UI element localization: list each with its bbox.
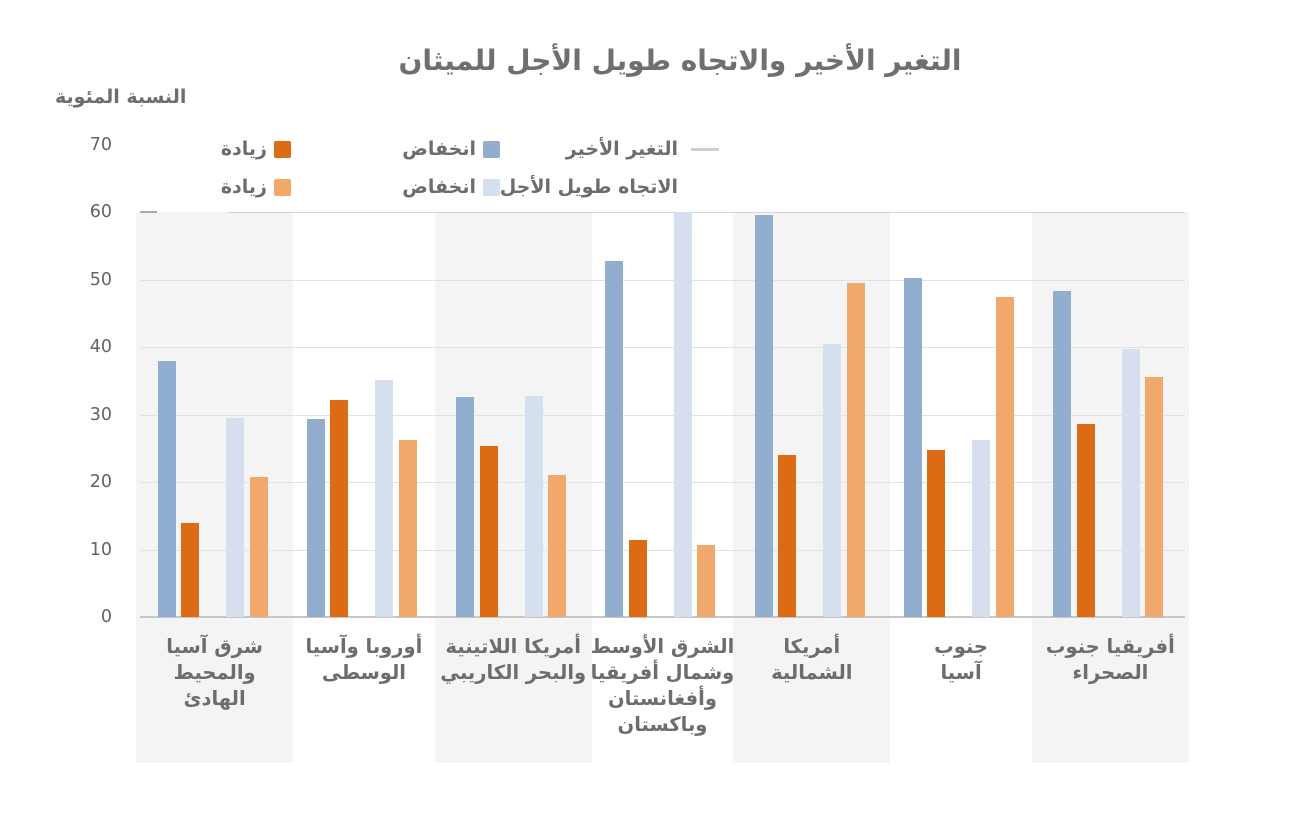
- x-axis-line: [140, 616, 1185, 618]
- y-axis-label: النسبة المئوية: [55, 86, 187, 108]
- bar[interactable]: [226, 418, 244, 617]
- bar[interactable]: [673, 212, 692, 617]
- y-tick-label: 60: [89, 202, 112, 223]
- bar[interactable]: [524, 395, 543, 617]
- bar[interactable]: [306, 418, 325, 617]
- legend-item-recent-increase: زيادة: [221, 136, 291, 162]
- bar[interactable]: [846, 283, 865, 617]
- bar[interactable]: [605, 260, 624, 617]
- bar[interactable]: [628, 540, 647, 617]
- bar[interactable]: [927, 450, 946, 617]
- legend-item-longterm-decrease: انخفاض: [402, 174, 500, 200]
- y-tick-label: 50: [89, 269, 112, 290]
- recent-decrease-swatch-icon: [483, 140, 500, 158]
- grid-line: [227, 212, 1185, 214]
- legend-label: انخفاض: [402, 138, 476, 160]
- bar[interactable]: [548, 475, 567, 617]
- y-tick-label: 0: [100, 607, 112, 627]
- grid-line: [140, 347, 1185, 349]
- legend-item-recent-series: التغير الأخير: [566, 136, 719, 162]
- grid-tick: [140, 211, 157, 214]
- y-tick-label: 20: [89, 472, 112, 493]
- category-label: أمريكا الشمالية: [771, 635, 853, 684]
- legend-item-longterm-increase: زيادة: [221, 174, 291, 200]
- legend-item-longterm-series: الاتجاه طويل الأجل: [500, 174, 678, 200]
- bar[interactable]: [972, 439, 991, 617]
- bar[interactable]: [398, 440, 417, 617]
- bar[interactable]: [1076, 424, 1095, 617]
- category-label: أوروبا وآسيا الوسطى: [305, 635, 423, 684]
- y-tick-label: 10: [89, 539, 112, 560]
- category-label: أفريقيا جنوب الصحراء: [1045, 635, 1175, 684]
- legend-label: زيادة: [220, 176, 267, 198]
- grid-line: [140, 414, 1185, 416]
- bar[interactable]: [1145, 376, 1164, 617]
- category-label: أمريكا اللاتينية والبحر الكاريبي: [440, 635, 587, 684]
- chart-title: التغير الأخير والاتجاه طويل الأجل للميثا…: [398, 44, 962, 77]
- category-label: جنوب آسيا: [934, 635, 988, 684]
- grid-line: [140, 482, 1185, 484]
- legend-series-label: التغير الأخير: [565, 138, 678, 160]
- y-axis-ticks: 0 10 20 30 40 50 60 70: [58, 135, 112, 627]
- category-label: الشرق الأوسط وشمال أفريقيا وأفغانستان وب…: [590, 635, 735, 736]
- bar[interactable]: [330, 399, 349, 617]
- bar[interactable]: [995, 296, 1014, 617]
- legend-series-label: الاتجاه طويل الأجل: [499, 176, 678, 198]
- longterm-decrease-swatch-icon: [483, 178, 500, 196]
- bar[interactable]: [697, 544, 716, 617]
- bar[interactable]: [157, 360, 176, 617]
- legend-label: انخفاض: [402, 176, 476, 198]
- bar[interactable]: [375, 379, 394, 617]
- category-label: شرق آسيا والمحيط الهادئ: [166, 635, 263, 710]
- bar[interactable]: [1053, 291, 1072, 617]
- grid-line: [140, 279, 1185, 281]
- bar[interactable]: [754, 215, 773, 617]
- longterm-increase-swatch-icon: [274, 178, 291, 196]
- recent-increase-swatch-icon: [274, 140, 291, 158]
- bar[interactable]: [181, 522, 199, 617]
- bar[interactable]: [456, 397, 475, 617]
- bar[interactable]: [823, 343, 842, 617]
- series-dash-icon: [691, 147, 719, 151]
- legend-item-recent-decrease: انخفاض: [402, 136, 500, 162]
- y-tick-label: 70: [89, 135, 112, 155]
- y-tick-label: 30: [89, 404, 112, 425]
- y-tick-label: 40: [89, 337, 112, 358]
- legend-label: زيادة: [220, 138, 267, 160]
- bar[interactable]: [249, 476, 268, 617]
- bar[interactable]: [778, 455, 797, 617]
- grid-line: [140, 549, 1185, 551]
- bar[interactable]: [1121, 349, 1140, 617]
- bar[interactable]: [903, 277, 922, 617]
- plot-area: شرق آسيا والمحيط الهادئ أوروبا وآسيا الوس…: [136, 145, 1189, 763]
- bar[interactable]: [479, 445, 498, 617]
